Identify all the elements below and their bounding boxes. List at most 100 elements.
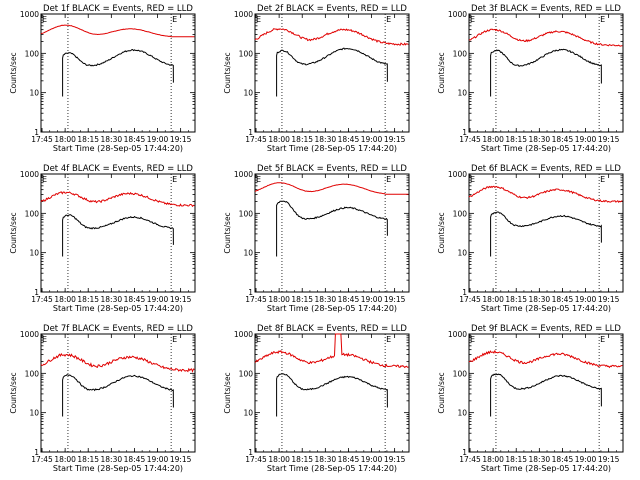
x-tick-label: 18:00 — [54, 135, 76, 144]
y-tick-label: 100 — [453, 49, 468, 58]
y-tick-label: 100 — [239, 49, 254, 58]
x-tick-label: 18:45 — [552, 295, 574, 304]
plot-frame — [254, 173, 410, 293]
flag-label: E — [172, 15, 177, 24]
x-tick-label: 18:45 — [552, 455, 574, 464]
x-tick-label: 17:45 — [459, 455, 481, 464]
x-tick-label: 18:45 — [124, 135, 146, 144]
events-series-line — [490, 48, 602, 97]
flag-label: E — [386, 15, 391, 24]
x-axis-label: Start Time (28-Sep-05 17:44:20) — [481, 304, 611, 313]
y-tick-label: 1000 — [20, 10, 39, 19]
flag-label: E — [470, 335, 475, 344]
y-tick-label: 1000 — [448, 170, 467, 179]
x-tick-label: 18:15 — [291, 135, 313, 144]
x-tick-label: 17:45 — [31, 295, 53, 304]
panel-title: Det 5f BLACK = Events, RED = LLD — [257, 164, 407, 174]
y-tick-label: 100 — [25, 369, 40, 378]
flag-label: E — [42, 15, 47, 24]
x-tick-label: 18:00 — [482, 295, 504, 304]
x-tick-label: 18:30 — [529, 295, 551, 304]
x-axis-label: Start Time (28-Sep-05 17:44:20) — [53, 304, 183, 313]
y-tick-label: 100 — [239, 209, 254, 218]
flag-label: E — [470, 175, 475, 184]
y-axis-label: Counts/sec — [9, 372, 18, 413]
x-tick-label: 19:15 — [598, 295, 620, 304]
events-series-line — [276, 47, 388, 97]
plot-frame — [254, 13, 410, 133]
x-tick-label: 19:15 — [170, 135, 192, 144]
x-tick-label: 18:15 — [505, 295, 527, 304]
y-tick-label: 1 — [462, 448, 467, 457]
x-axis-label: Start Time (28-Sep-05 17:44:20) — [267, 464, 397, 473]
y-tick-label: 10 — [29, 409, 39, 418]
events-series-line — [490, 373, 602, 417]
y-axis-label: Counts/sec — [223, 212, 232, 253]
y-tick-label: 100 — [453, 209, 468, 218]
y-axis-label: Counts/sec — [437, 52, 446, 93]
y-tick-label: 10 — [29, 249, 39, 258]
y-tick-label: 1000 — [234, 330, 253, 339]
y-tick-label: 1000 — [448, 10, 467, 19]
x-tick-label: 18:00 — [482, 455, 504, 464]
x-tick-label: 18:15 — [291, 295, 313, 304]
x-tick-label: 18:30 — [315, 295, 337, 304]
panel-title: Det 3f BLACK = Events, RED = LLD — [471, 4, 621, 14]
lld-series-line — [40, 352, 195, 373]
y-tick-label: 1 — [462, 288, 467, 297]
x-tick-label: 19:00 — [147, 455, 169, 464]
x-axis-label: Start Time (28-Sep-05 17:44:20) — [481, 464, 611, 473]
y-tick-label: 10 — [457, 249, 467, 258]
flag-label: E — [386, 175, 391, 184]
panel-title: Det 7f BLACK = Events, RED = LLD — [43, 324, 193, 334]
x-tick-label: 18:30 — [529, 455, 551, 464]
x-tick-label: 18:30 — [101, 455, 123, 464]
x-axis-label: Start Time (28-Sep-05 17:44:20) — [53, 464, 183, 473]
y-tick-label: 1000 — [20, 170, 39, 179]
flag-label: E — [470, 15, 475, 24]
y-axis-label: Counts/sec — [9, 212, 18, 253]
y-tick-label: 100 — [25, 209, 40, 218]
flag-label: E — [256, 175, 261, 184]
panel-1: Det 1f BLACK = Events, RED = LLD 1 10 100 10… — [9, 4, 196, 153]
lld-series-line — [254, 28, 409, 46]
x-tick-label: 19:00 — [361, 455, 383, 464]
x-axis-label: Start Time (28-Sep-05 17:44:20) — [267, 144, 397, 153]
x-tick-label: 18:15 — [77, 135, 99, 144]
x-tick-label: 17:45 — [459, 295, 481, 304]
y-tick-label: 1 — [34, 448, 39, 457]
panel-title: Det 1f BLACK = Events, RED = LLD — [43, 4, 193, 14]
flag-label: E — [600, 175, 605, 184]
x-tick-label: 17:45 — [245, 455, 267, 464]
x-tick-label: 18:15 — [505, 455, 527, 464]
lld-series-line — [40, 191, 195, 208]
x-tick-label: 19:15 — [384, 295, 406, 304]
plot-frame — [254, 333, 410, 453]
y-tick-label: 1 — [248, 448, 253, 457]
y-tick-label: 1 — [34, 288, 39, 297]
y-tick-label: 1 — [248, 128, 253, 137]
x-tick-label: 18:00 — [482, 135, 504, 144]
panel-2: Det 2f BLACK = Events, RED = LLD 1 10 100 10… — [223, 4, 410, 153]
x-tick-label: 19:15 — [598, 135, 620, 144]
panel-7: Det 7f BLACK = Events, RED = LLD 1 10 100 10… — [9, 324, 196, 473]
x-tick-label: 18:15 — [291, 455, 313, 464]
flag-label: E — [172, 175, 177, 184]
x-tick-label: 18:30 — [529, 135, 551, 144]
panel-title: Det 8f BLACK = Events, RED = LLD — [257, 324, 407, 334]
x-tick-label: 18:15 — [77, 455, 99, 464]
x-tick-label: 18:45 — [338, 135, 360, 144]
plot-frame — [468, 13, 624, 133]
y-tick-label: 1000 — [448, 330, 467, 339]
lld-series-line — [254, 333, 409, 369]
x-tick-label: 18:00 — [268, 295, 290, 304]
y-axis-label: Counts/sec — [223, 372, 232, 413]
flag-label: E — [42, 175, 47, 184]
y-axis-label: Counts/sec — [223, 52, 232, 93]
y-tick-label: 10 — [29, 89, 39, 98]
plot-frame — [468, 333, 624, 453]
panel-title: Det 6f BLACK = Events, RED = LLD — [471, 164, 621, 174]
plot-frame — [40, 173, 196, 293]
x-tick-label: 19:15 — [170, 295, 192, 304]
panel-3: Det 3f BLACK = Events, RED = LLD 1 10 100 10… — [437, 4, 624, 153]
